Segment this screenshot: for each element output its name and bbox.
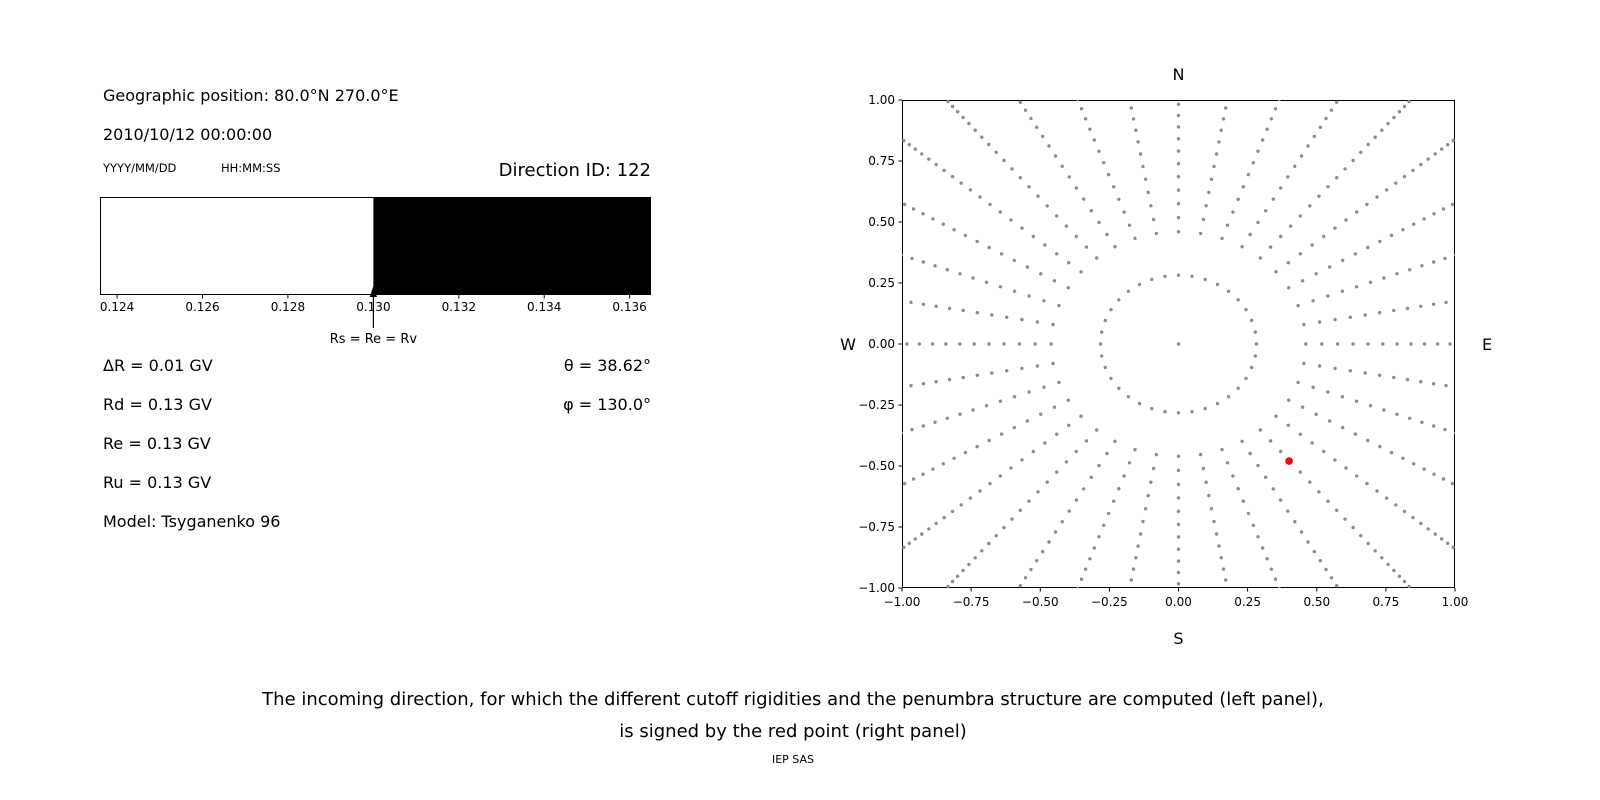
penumbra-plot: 0.124 0.126 0.128 0.130 0.132 0.134 0.136 Rs = …: [100, 197, 652, 357]
credit-label: IEP SAS: [771, 753, 815, 766]
direction-grid-plot: −1.00 −0.75 −0.50 −0.25 0.00 0.25 0.50 0.75 1.00…: [820, 50, 1540, 670]
x-tick-label: 0.124: [100, 300, 134, 314]
theta-value: θ = 38.62°: [563, 356, 651, 375]
datetime-label: 2010/10/12 00:00:00: [103, 125, 273, 144]
rd-value: Rd = 0.13 GV: [103, 395, 212, 414]
date-format-label: YYYY/MM/DD: [103, 161, 177, 175]
x-tick-label: −0.75: [953, 595, 990, 609]
penumbra-forbidden-region: [373, 197, 651, 295]
x-tick-label: 0.00: [1165, 595, 1192, 609]
x-tick-label: 0.134: [527, 300, 561, 314]
selected-direction-point: [1285, 457, 1293, 465]
cutoff-marker-label: Rs = Re = Rv: [330, 332, 418, 347]
re-value: Re = 0.13 GV: [103, 434, 211, 453]
model-label: Model: Tsyganenko 96: [103, 512, 281, 531]
x-tick-label: 0.132: [442, 300, 476, 314]
y-tick-label: −0.75: [858, 520, 895, 534]
direction-grid-dots: [902, 100, 1455, 588]
direction-y-ticks: 1.00 0.75 0.50 0.25 0.00 −0.25 −0.50 −0.75 −1.00: [858, 93, 902, 595]
x-tick-label: −0.50: [1022, 595, 1059, 609]
compass-east-label: E: [1482, 335, 1492, 354]
x-tick-label: −1.00: [884, 595, 921, 609]
x-tick-label: 0.128: [271, 300, 305, 314]
direction-axes-box: [902, 100, 1455, 588]
x-tick-label: −0.25: [1091, 595, 1128, 609]
caption-line-2: is signed by the red point (right panel): [619, 721, 967, 742]
ru-value: Ru = 0.13 GV: [103, 473, 212, 492]
time-format-label: HH:MM:SS: [221, 161, 281, 175]
delta-r-value: ΔR = 0.01 GV: [103, 356, 213, 375]
y-tick-label: 0.25: [868, 276, 895, 290]
cutoff-arrow-head: [369, 286, 377, 297]
figure-caption: The incoming direction, for which the di…: [93, 684, 1493, 748]
y-tick-label: 0.00: [868, 337, 895, 351]
geographic-position-label: Geographic position: 80.0°N 270.0°E: [103, 86, 399, 105]
x-tick-label: 0.75: [1373, 595, 1400, 609]
compass-west-label: W: [840, 335, 856, 354]
phi-value: φ = 130.0°: [563, 395, 651, 414]
y-tick-label: 0.75: [868, 154, 895, 168]
x-tick-label: 0.25: [1234, 595, 1261, 609]
y-tick-label: −0.25: [858, 398, 895, 412]
direction-id-label: Direction ID: 122: [498, 160, 651, 181]
x-tick-label: 0.126: [185, 300, 219, 314]
cutoff-arrow: [369, 286, 377, 328]
y-tick-label: −0.50: [858, 459, 895, 473]
y-tick-label: 1.00: [868, 93, 895, 107]
caption-line-1: The incoming direction, for which the di…: [262, 689, 1324, 710]
y-tick-label: −1.00: [858, 581, 895, 595]
x-tick-label: 0.50: [1303, 595, 1330, 609]
x-tick-label: 1.00: [1442, 595, 1469, 609]
compass-north-label: N: [1173, 65, 1185, 84]
x-tick-label: 0.136: [612, 300, 646, 314]
direction-grid-svg: −1.00 −0.75 −0.50 −0.25 0.00 0.25 0.50 0.75 1.00…: [840, 65, 1492, 648]
compass-south-label: S: [1173, 629, 1183, 648]
y-tick-label: 0.50: [868, 215, 895, 229]
direction-x-ticks: −1.00 −0.75 −0.50 −0.25 0.00 0.25 0.50 0.75 1.00: [884, 588, 1469, 609]
